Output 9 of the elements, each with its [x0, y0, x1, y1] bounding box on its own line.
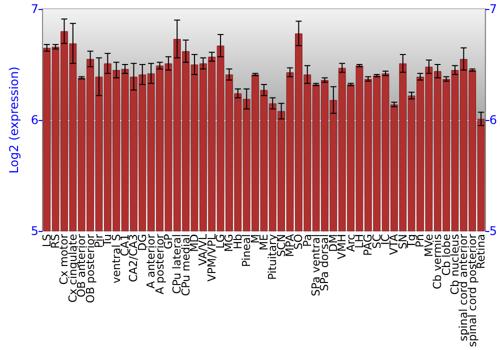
y-tick-label: 5 — [30, 224, 39, 238]
x-tick-label: Retina — [474, 234, 488, 270]
y2-tick-label: 6 — [489, 113, 498, 128]
y2-tick-label: 5 — [489, 224, 498, 238]
y2-tick-label: 7 — [489, 2, 498, 16]
y-axis-title: Log2 (expression) — [7, 66, 21, 174]
y-tick-label: 6 — [30, 113, 39, 128]
y-tick-label: 7 — [30, 2, 39, 16]
x-tick-label: Pituitary — [266, 234, 280, 280]
